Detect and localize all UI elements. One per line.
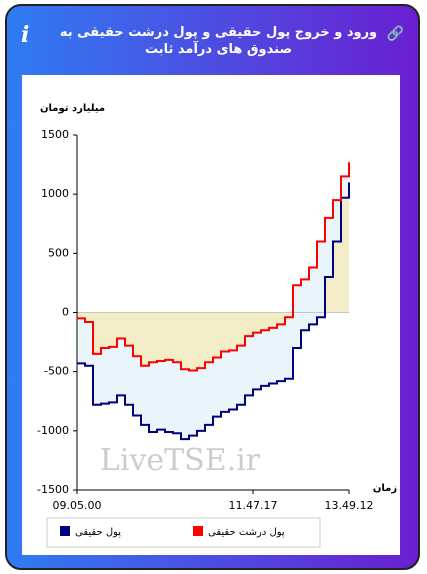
y-tick-label: 1000 <box>41 187 69 200</box>
x-tick-label: 11.47.17 <box>229 499 278 512</box>
x-axis-label: زمان <box>373 483 397 494</box>
legend-label: پول حقیقی <box>75 527 121 538</box>
watermark: LiveTSE.ir <box>100 443 261 478</box>
series-line <box>77 162 350 372</box>
y-tick-label: 500 <box>48 246 69 259</box>
legend-swatch <box>60 526 70 536</box>
legend-swatch <box>193 526 203 536</box>
header-title: ورود و خروج پول حقیقی و پول درشت حقیقی ب… <box>59 25 378 57</box>
area-fill <box>77 162 349 371</box>
x-tick-label: 13.49.12 <box>325 499 374 512</box>
link-icon[interactable]: 🔗 <box>386 26 404 42</box>
y-tick-label: 1500 <box>41 128 69 141</box>
y-axis-label: میلیارد تومان <box>40 103 105 114</box>
series-line <box>77 182 350 441</box>
x-tick-label: 09.05.00 <box>53 499 102 512</box>
y-tick-label: 0 <box>62 306 69 319</box>
area-fill <box>77 162 349 440</box>
info-icon[interactable]: i <box>21 22 30 48</box>
y-tick-label: -1500 <box>37 483 69 496</box>
y-tick-label: -500 <box>44 365 69 378</box>
legend-label: پول درشت حقیقی <box>208 527 285 538</box>
legend-box <box>46 517 321 548</box>
y-tick-label: -1000 <box>37 424 69 437</box>
